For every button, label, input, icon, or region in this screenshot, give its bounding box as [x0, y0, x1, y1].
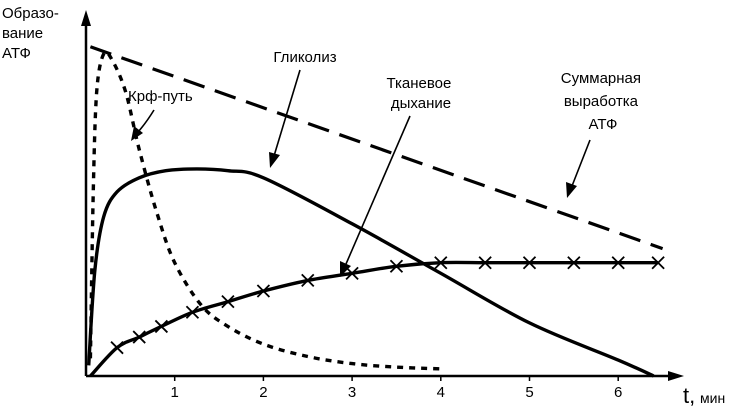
arrow-crp-path-head [131, 126, 143, 141]
annotation-tissue-respiration: Тканевое дыхание [386, 75, 455, 112]
x-tick-label-2: 2 [259, 384, 267, 401]
annotation-total-atp-line-3: АТФ [589, 116, 618, 133]
x-tick-label-4: 4 [437, 384, 445, 401]
x-tick-label-6: 6 [614, 384, 622, 401]
x-tick-group: 1 2 3 4 5 6 [171, 376, 622, 401]
arrow-glycolysis-head [269, 152, 280, 168]
x-marker-6 [301, 273, 315, 288]
x-marker-5 [256, 284, 271, 298]
series-group [87, 45, 664, 378]
series-line-1 [87, 167, 655, 378]
arrow-tissue-respiration [345, 115, 411, 265]
marker-group [110, 256, 665, 355]
x-marker-4 [221, 295, 235, 309]
y-axis-label-line-2: вание [2, 25, 43, 42]
x-axis-arrow [668, 371, 684, 381]
arrow-total-atp [571, 139, 591, 187]
x-axis-unit: мин [700, 390, 725, 406]
annotation-group: Гликолиз Тканевое дыхание Суммарная выра… [128, 49, 645, 277]
y-axis-label-line-1: Образо- [2, 5, 59, 22]
x-marker-14 [651, 256, 665, 270]
x-marker-1 [132, 330, 146, 344]
arrow-crp-path [137, 109, 155, 133]
annotation-glycolysis: Гликолиз [273, 49, 336, 66]
annotation-tissue-respiration-line-2: дыхание [391, 95, 451, 112]
x-marker-0 [110, 341, 124, 355]
annotation-total-atp-line-1: Суммарная [561, 70, 641, 87]
x-marker-12 [567, 256, 581, 270]
annotation-arrows [131, 69, 591, 277]
annotation-total-atp-line-2: выработка [564, 93, 639, 110]
x-tick-label-5: 5 [525, 384, 533, 401]
x-marker-11 [522, 256, 537, 270]
x-marker-3 [185, 305, 200, 319]
x-tick-label-1: 1 [171, 384, 179, 401]
annotation-tissue-respiration-line-1: Тканевое [386, 75, 451, 92]
arrow-total-atp-head [566, 182, 577, 198]
axes [81, 10, 684, 381]
x-marker-13 [611, 256, 625, 270]
annotation-glycolysis-line-1: Гликолиз [273, 49, 336, 66]
y-axis-arrow [81, 10, 91, 26]
annotation-crp-path-line-1: Крф-путь [128, 88, 193, 105]
x-marker-7 [345, 266, 359, 280]
y-axis-label-line-3: АТФ [2, 45, 31, 62]
annotation-crp-path: Крф-путь [128, 88, 193, 105]
x-axis-label: t, [683, 383, 695, 407]
x-marker-9 [434, 256, 448, 270]
x-marker-8 [389, 259, 404, 273]
arrow-glycolysis [273, 69, 301, 157]
arrow-tissue-respiration-head [340, 261, 351, 277]
annotation-total-atp: Суммарная выработка АТФ [561, 70, 645, 133]
series-line-0 [89, 45, 664, 251]
x-marker-10 [478, 256, 492, 270]
series-line-3 [89, 260, 659, 378]
x-marker-2 [154, 319, 169, 334]
x-tick-label-3: 3 [348, 384, 356, 401]
